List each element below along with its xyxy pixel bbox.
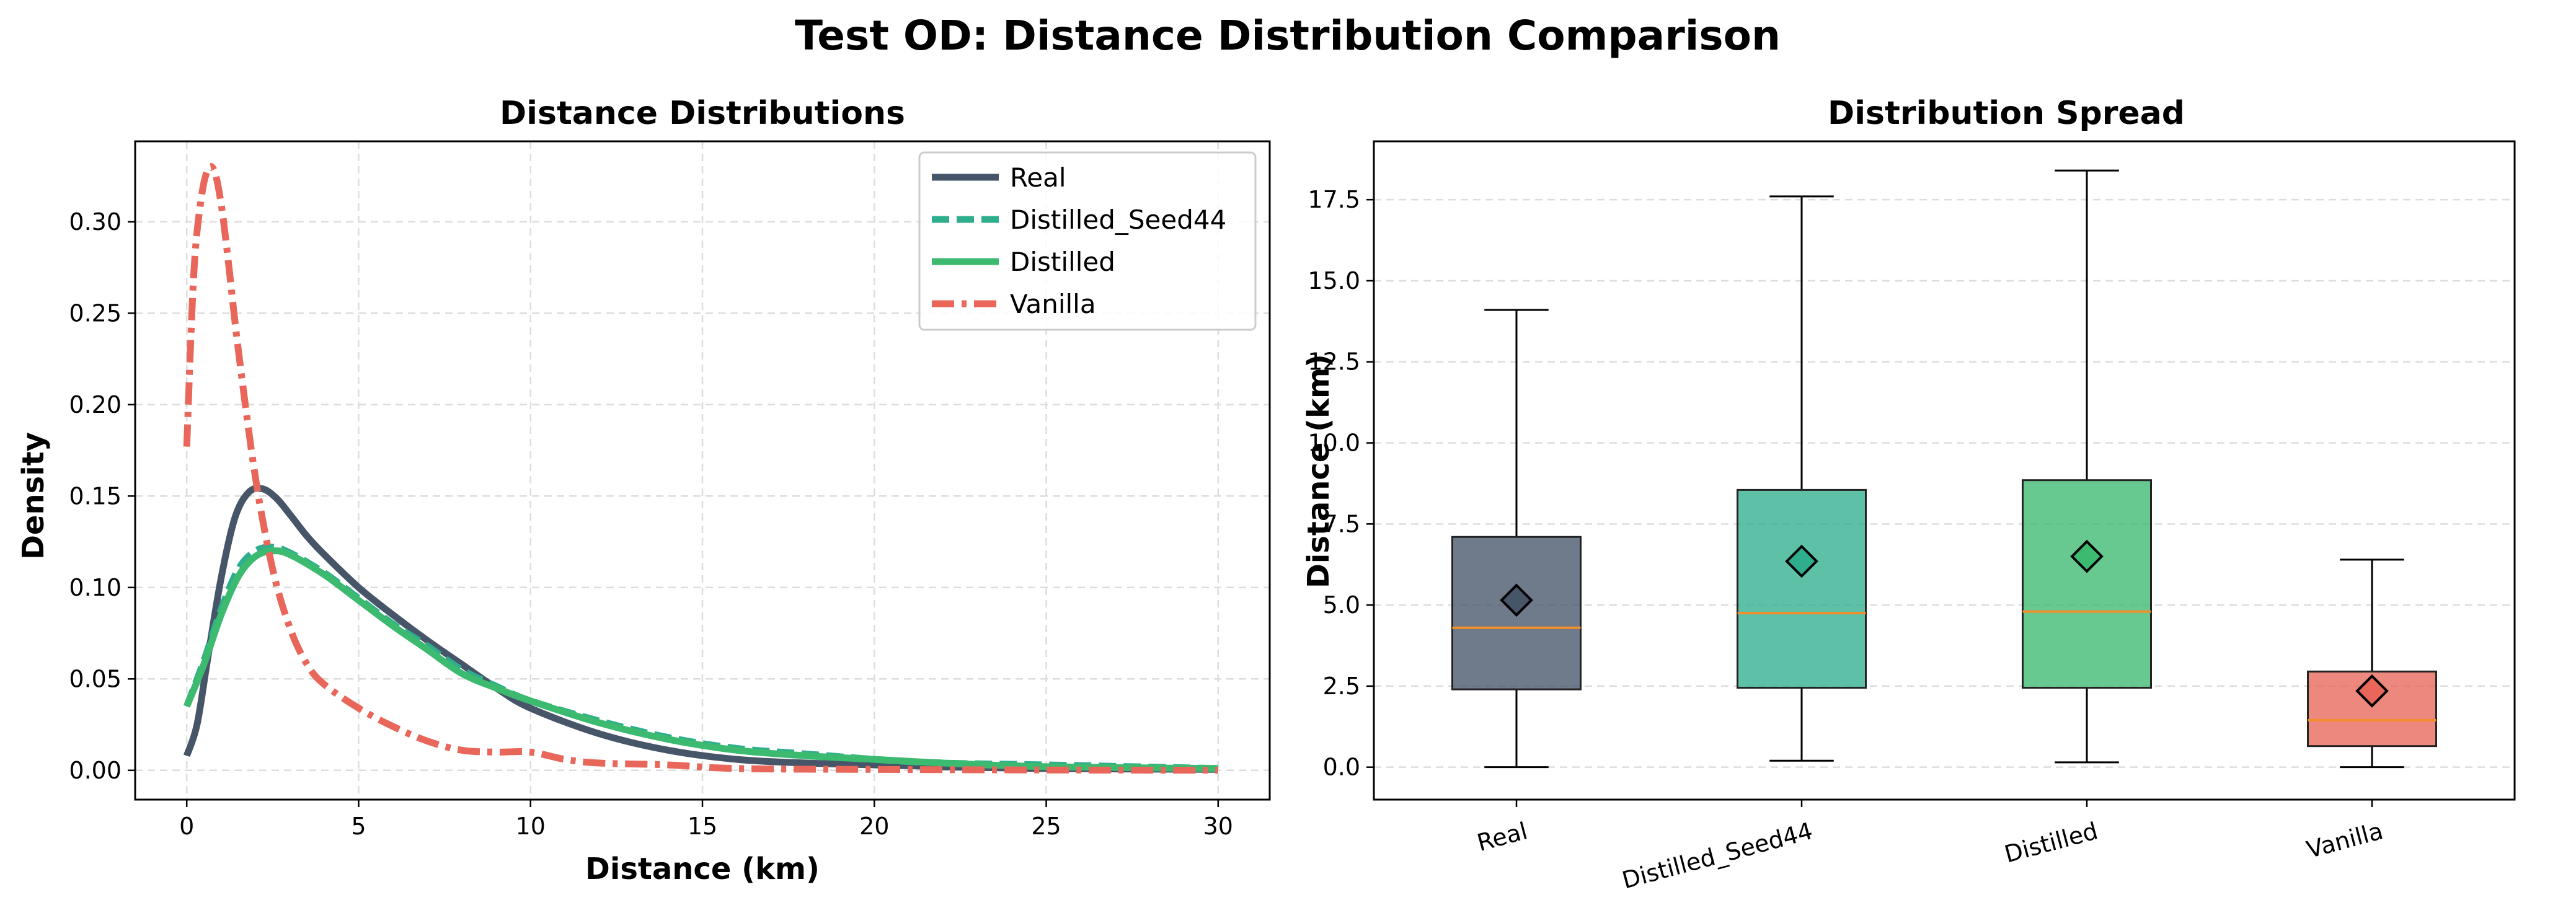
density-y-tick-label: 0.20 — [69, 391, 122, 418]
spread-x-tick-label: Distilled — [2001, 817, 2100, 868]
density-x-tick-label: 30 — [1203, 813, 1233, 840]
spread-y-tick-label: 0.0 — [1323, 754, 1360, 781]
density-legend-frame — [918, 151, 1257, 331]
spread-y-tick-label: 7.5 — [1323, 510, 1360, 537]
density-panel: Distance Distributions Distance (km) Den… — [16, 95, 1271, 886]
spread-y-tick-label: 10.0 — [1308, 430, 1360, 457]
figure-suptitle: Test OD: Distance Distribution Compariso… — [795, 12, 1781, 60]
spread-ylabel: Distance (km) — [1301, 354, 1336, 588]
spread-y-tick-label: 5.0 — [1323, 591, 1360, 619]
density-legend-label: Vanilla — [1010, 289, 1096, 319]
density-legend: Real Distilled_Seed44 Distilled Vanilla — [918, 151, 1257, 331]
density-y-tick-label: 0.00 — [69, 757, 122, 784]
density-x-tick-label: 5 — [351, 813, 366, 840]
density-panel-title: Distance Distributions — [500, 95, 905, 132]
box-distilled_seed44 — [1737, 195, 1867, 762]
box-iqr — [1737, 488, 1867, 689]
density-series-line-real — [183, 485, 1218, 773]
density-y-tick-label: 0.05 — [69, 665, 122, 692]
density-legend-label: Real — [1010, 162, 1066, 193]
density-x-tick-label: 25 — [1031, 813, 1061, 840]
spread-y-tick-label: 15.0 — [1308, 267, 1360, 294]
density-y-tick-label: 0.30 — [69, 208, 122, 236]
spread-x-tick-label: Distilled_Seed44 — [1619, 817, 1816, 894]
density-x-tick-label: 20 — [859, 813, 889, 840]
box-mean-marker — [1500, 583, 1533, 617]
density-series-line-vanilla — [183, 163, 1218, 774]
box-iqr — [2022, 479, 2152, 689]
spread-y-tick-label: 17.5 — [1308, 186, 1360, 213]
spread-x-tick-label: Real — [1474, 817, 1531, 857]
box-vanilla — [2307, 558, 2437, 769]
spread-plot-frame — [1373, 140, 2516, 801]
spread-panel-title: Distribution Spread — [1828, 95, 2185, 132]
spread-x-tick-label: Vanilla — [2304, 817, 2386, 863]
density-series-line-distilled — [184, 547, 1218, 772]
density-y-tick-label: 0.25 — [69, 299, 122, 327]
density-x-tick-label: 0 — [179, 813, 194, 840]
box-mean-marker — [1785, 544, 1818, 578]
box-real — [1451, 309, 1582, 769]
box-mean-marker — [2355, 674, 2389, 708]
density-legend-label: Distilled_Seed44 — [1010, 205, 1226, 235]
spread-panel: Distribution Spread Distance (km) 0.0 2.5… — [1301, 95, 2516, 894]
density-ylabel: Density — [16, 432, 51, 560]
density-y-tick-label: 0.15 — [69, 482, 122, 510]
density-plot-frame — [134, 140, 1271, 801]
density-legend-label: Distilled — [1010, 247, 1115, 277]
density-x-tick-label: 10 — [516, 813, 546, 840]
box-distilled — [2022, 169, 2152, 764]
density-x-tick-label: 15 — [688, 813, 717, 840]
spread-y-tick-label: 2.5 — [1323, 673, 1360, 700]
density-y-tick-label: 0.10 — [69, 574, 122, 601]
spread-y-tick-label: 12.5 — [1308, 348, 1360, 376]
box-mean-marker — [2070, 539, 2104, 573]
density-xlabel: Distance (km) — [585, 852, 820, 886]
